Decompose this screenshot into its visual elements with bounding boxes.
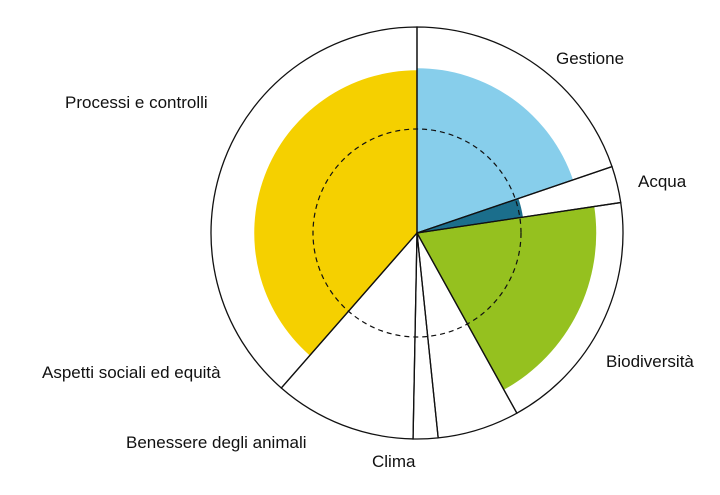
label-clima: Clima [372, 452, 416, 471]
label-processi-e-controlli: Processi e controlli [65, 93, 208, 112]
segment-fill-biodiversita [417, 206, 597, 390]
segment-fill-processi-e-controlli [254, 70, 417, 356]
segment-outline-processi-e-controlli [210, 26, 418, 389]
segment-outlines [210, 26, 624, 440]
reference-circle [312, 128, 522, 338]
segment-outline-aspetti-sociali-ed-equita [280, 231, 418, 440]
label-biodiversita: Biodiversità [606, 352, 694, 371]
segment-outline-biodiversita [415, 201, 624, 415]
segment-outline-gestione [416, 26, 613, 234]
label-acqua: Acqua [638, 172, 687, 191]
segment-fill-gestione [417, 68, 574, 233]
segment-fills [254, 68, 597, 390]
label-gestione: Gestione [556, 49, 624, 68]
label-benessere-degli-animali: Benessere degli animali [126, 433, 307, 452]
category-labels: Gestione Acqua Biodiversità Clima Beness… [42, 49, 694, 471]
label-aspetti-sociali-ed-equita: Aspetti sociali ed equità [42, 363, 221, 382]
